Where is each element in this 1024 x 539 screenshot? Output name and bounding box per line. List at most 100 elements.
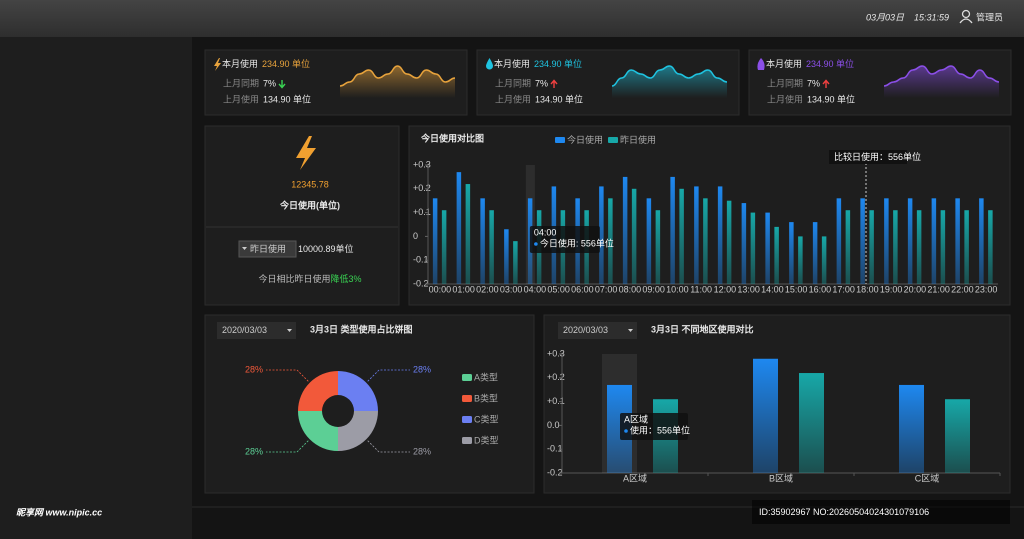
bar bbox=[821, 236, 827, 284]
bar bbox=[964, 210, 969, 284]
annotation: 比较日使用：556单位 bbox=[834, 151, 921, 162]
x-tick-label: 07:00 bbox=[595, 284, 618, 294]
user-name[interactable]: 管理员 bbox=[976, 11, 1003, 22]
bolt-icon bbox=[296, 136, 316, 170]
header-time: 15:31:59 bbox=[914, 12, 949, 22]
legend-label: 昨日使用 bbox=[620, 134, 656, 145]
bar bbox=[979, 198, 984, 284]
x-tick-label: 10:00 bbox=[666, 284, 689, 294]
bar bbox=[646, 198, 652, 284]
x-tick-label: 05:00 bbox=[547, 284, 570, 294]
y-tick-label: +0.1 bbox=[413, 207, 431, 217]
legend-item[interactable]: D类型 bbox=[462, 434, 499, 445]
pie-slice bbox=[298, 371, 338, 411]
select-text[interactable]: 昨日使用 bbox=[250, 243, 286, 254]
x-tick-label: 20:00 bbox=[904, 284, 927, 294]
select-text[interactable]: 2020/03/03 bbox=[563, 325, 608, 335]
legend-swatch bbox=[462, 395, 472, 402]
bar bbox=[945, 399, 970, 473]
user-icon bbox=[959, 18, 973, 24]
slice-label: 28% bbox=[245, 364, 263, 374]
row-value: 134.90 单位 bbox=[263, 93, 311, 104]
card-label: 本月使用 bbox=[766, 58, 802, 69]
legend-item[interactable]: 昨日使用 bbox=[608, 134, 656, 145]
tooltip bbox=[620, 413, 688, 440]
bar bbox=[789, 222, 794, 284]
bar bbox=[988, 210, 993, 284]
legend-swatch bbox=[608, 137, 618, 143]
row-value: 134.90 单位 bbox=[807, 93, 855, 104]
top-bar bbox=[0, 0, 1024, 37]
tooltip-dot bbox=[534, 242, 538, 246]
select-box[interactable] bbox=[558, 322, 637, 339]
chart-title: 3月3日 不同地区使用对比 bbox=[651, 323, 754, 334]
bar bbox=[432, 198, 438, 284]
legend-item[interactable]: A类型 bbox=[462, 371, 498, 382]
legend-item[interactable]: 今日使用 bbox=[555, 134, 603, 145]
bar bbox=[916, 210, 922, 284]
x-tick-label: 21:00 bbox=[927, 284, 950, 294]
comparison-text: 今日相比昨日使用 bbox=[258, 273, 330, 284]
bar bbox=[765, 212, 770, 284]
select-caret bbox=[287, 329, 292, 332]
leader-line bbox=[266, 369, 309, 382]
trend-arrow bbox=[550, 79, 558, 88]
row-value: 7% bbox=[263, 78, 276, 88]
y-tick-label: +0.2 bbox=[413, 183, 431, 193]
comparison-change: 降低3% bbox=[331, 273, 362, 284]
select-text[interactable]: 2020/03/03 bbox=[222, 325, 267, 335]
bar bbox=[480, 198, 485, 284]
bar bbox=[884, 198, 889, 284]
watermark-box bbox=[752, 500, 1010, 524]
select-box[interactable] bbox=[238, 240, 297, 258]
x-tick-label: 09:00 bbox=[642, 284, 665, 294]
select-box[interactable] bbox=[217, 322, 296, 339]
x-tick-label: 03:00 bbox=[500, 284, 523, 294]
bar bbox=[599, 186, 604, 284]
legend-label: A类型 bbox=[474, 371, 498, 382]
x-tick-label: 14:00 bbox=[761, 284, 784, 294]
legend-item[interactable]: B类型 bbox=[462, 392, 498, 403]
x-tick-label: 16:00 bbox=[809, 284, 832, 294]
bar bbox=[812, 222, 818, 284]
card-value: 234.90 单位 bbox=[262, 58, 310, 69]
bar bbox=[931, 198, 937, 284]
y-tick-label: 0 bbox=[413, 231, 418, 241]
date-select[interactable]: 2020/03/03 bbox=[558, 322, 637, 339]
bar bbox=[799, 373, 824, 473]
sparkline bbox=[611, 65, 728, 87]
pie-slice bbox=[338, 411, 378, 451]
bar bbox=[608, 198, 613, 284]
tooltip-title: 04:00 bbox=[534, 227, 557, 237]
bar bbox=[622, 176, 628, 284]
legend-swatch bbox=[555, 137, 565, 143]
bar bbox=[798, 236, 803, 284]
date-select[interactable]: 2020/03/03 bbox=[217, 322, 296, 339]
legend-label: 今日使用 bbox=[567, 134, 603, 145]
x-tick-label: 11:00 bbox=[690, 284, 712, 294]
compare-select[interactable]: 昨日使用 bbox=[238, 240, 297, 258]
tooltip-text: 使用：556单位 bbox=[630, 424, 690, 435]
y-tick-label: +0.3 bbox=[413, 159, 431, 169]
select-caret bbox=[242, 247, 247, 250]
x-tick-label: 02:00 bbox=[476, 284, 499, 294]
bar bbox=[703, 198, 708, 284]
x-tick-label: 22:00 bbox=[951, 284, 974, 294]
x-tick-label: 00:00 bbox=[429, 284, 452, 294]
pie-slice bbox=[298, 411, 338, 451]
legend-item[interactable]: C类型 bbox=[462, 413, 499, 424]
trend-arrow bbox=[278, 80, 286, 89]
row-label: 上月使用 bbox=[495, 93, 531, 104]
chart-title: 3月3日 类型使用占比饼图 bbox=[310, 323, 413, 334]
x-tick-label: 12:00 bbox=[714, 284, 737, 294]
bar bbox=[845, 210, 851, 284]
y-tick-label: +0.2 bbox=[547, 372, 565, 382]
y-tick-label: 0.0 bbox=[547, 420, 560, 430]
card-headline: 本月使用 234.90 单位 bbox=[494, 58, 582, 69]
x-tick-label: 08:00 bbox=[619, 284, 642, 294]
card-icon bbox=[486, 58, 493, 70]
user-menu[interactable]: 管理员 bbox=[959, 9, 1003, 24]
sparkline-area bbox=[884, 66, 999, 98]
bar bbox=[670, 176, 675, 284]
